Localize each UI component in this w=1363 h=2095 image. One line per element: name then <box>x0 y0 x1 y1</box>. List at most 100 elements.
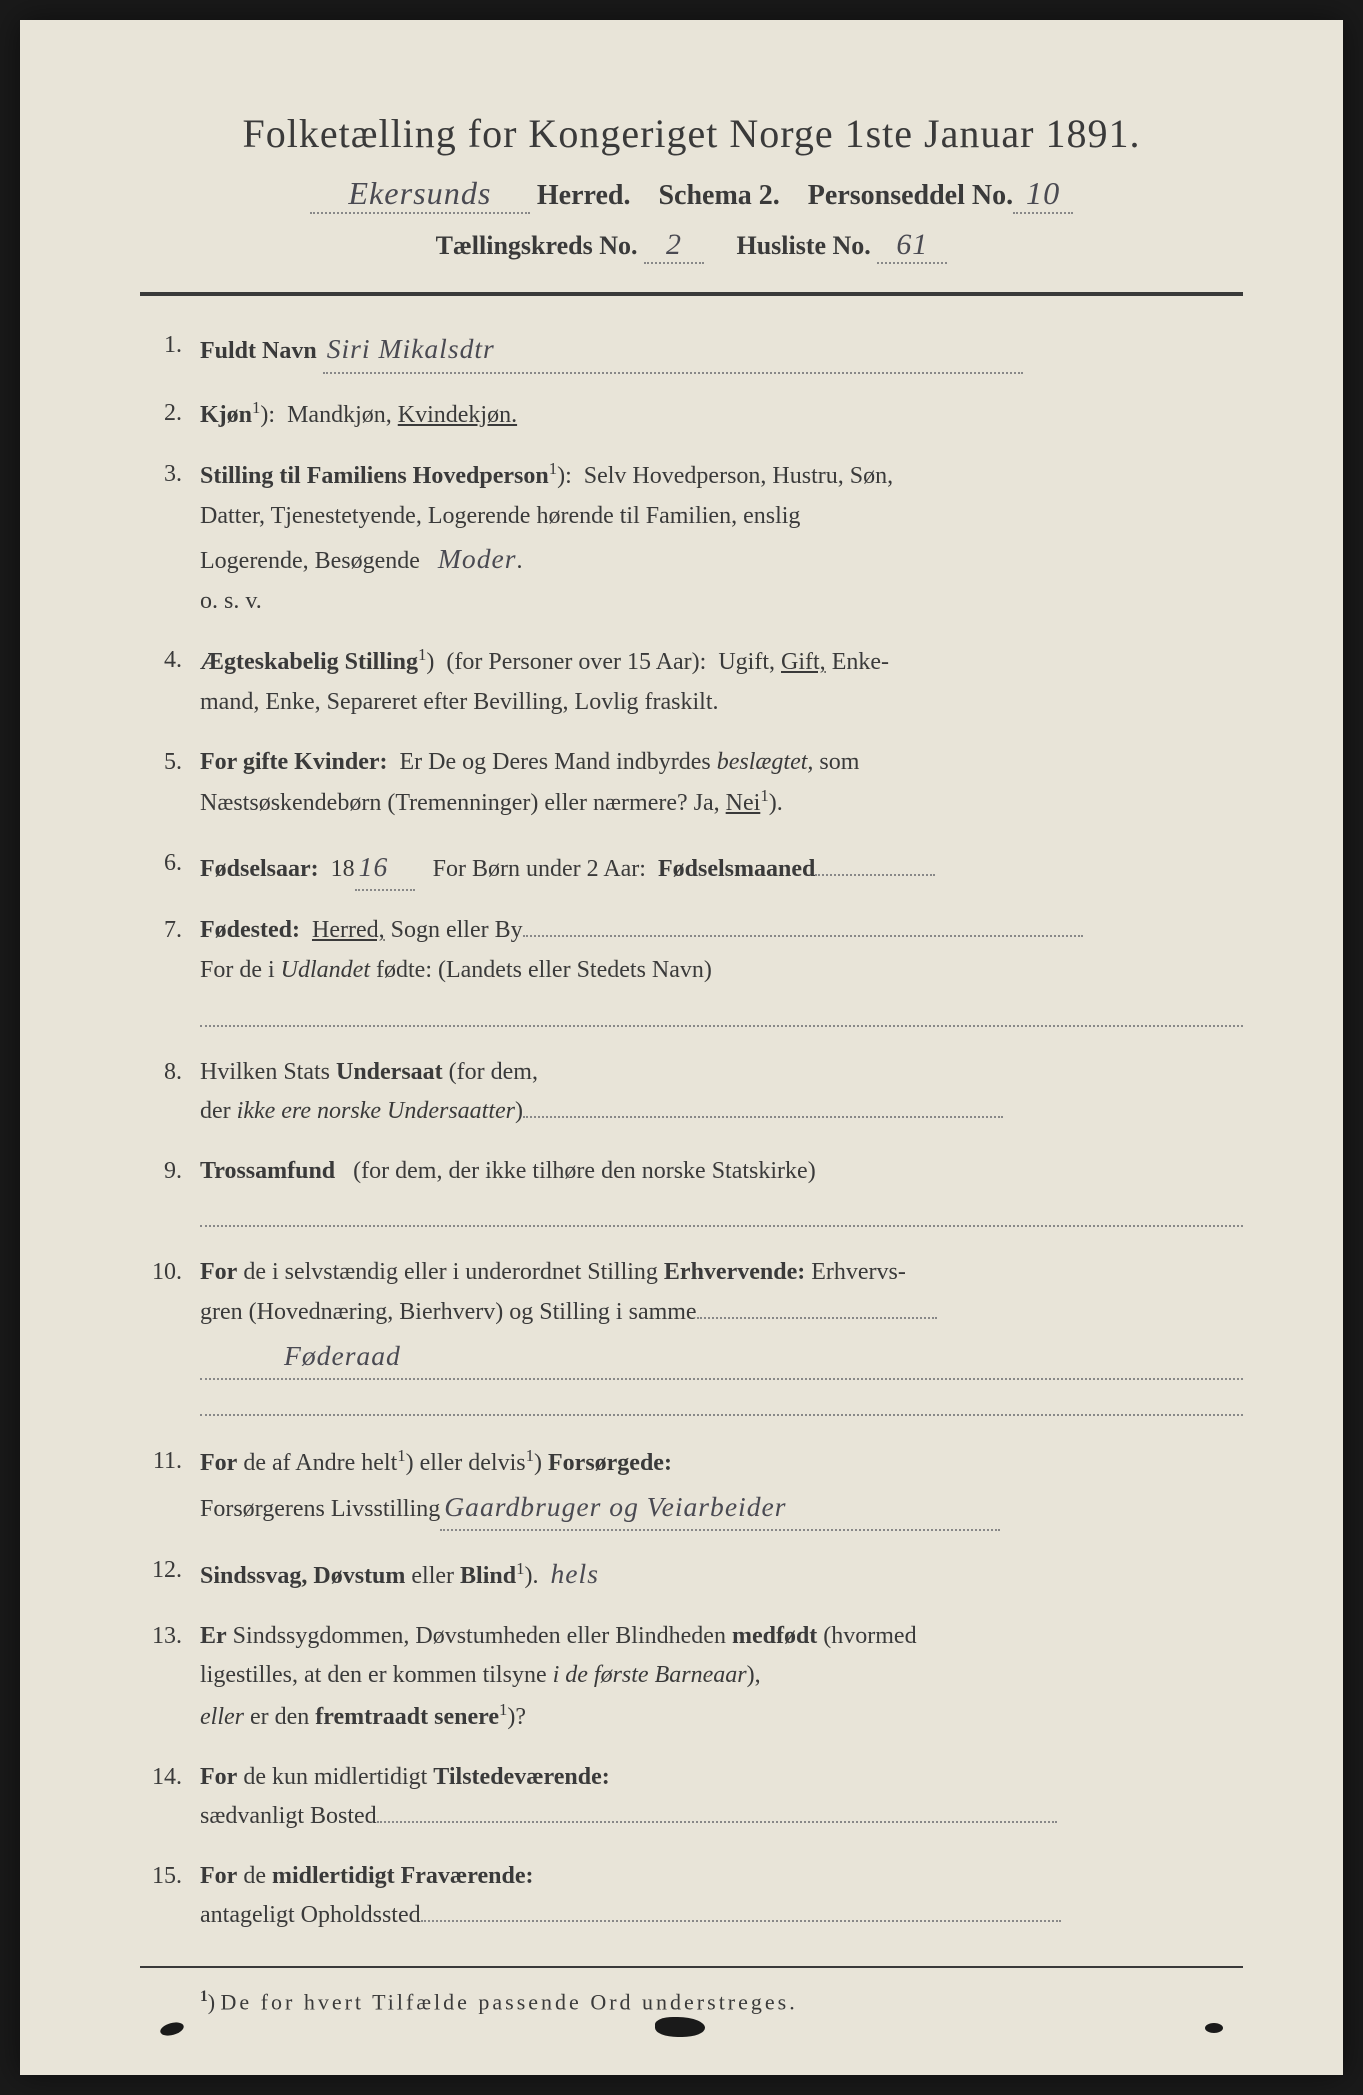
item-13-text3: ligestilles, at den er kommen tilsyne <box>200 1662 553 1688</box>
item-number: 8. <box>140 1053 200 1132</box>
item-4-text1: Ugift, <box>718 649 781 675</box>
item-3-label: Stilling til Familiens Hovedperson <box>200 463 549 489</box>
dotted-blank <box>421 1920 1061 1922</box>
item-14-bold1: Tilstedeværende: <box>433 1764 609 1790</box>
personseddel-label: Personseddel No. <box>808 180 1013 211</box>
herred-label: Herred. <box>537 180 631 211</box>
item-number: 13. <box>140 1617 200 1738</box>
item-number: 4. <box>140 641 200 722</box>
header-line-3: Tællingskreds No. 2 Husliste No. 61 <box>140 228 1243 264</box>
footnote-text: De for hvert Tilfælde passende Ord under… <box>221 1989 798 2014</box>
item-4-label: Ægteskabelig Stilling <box>200 649 418 675</box>
top-rule <box>140 292 1243 296</box>
item-8-italic1: ikke ere norske Undersaatter <box>237 1098 515 1124</box>
item-6-label2: For Børn under 2 Aar: <box>433 856 646 882</box>
item-12-label: Sindssvag, Døvstum <box>200 1563 405 1589</box>
item-number: 11. <box>140 1442 200 1531</box>
item-10-bold1: Erhvervende: <box>664 1259 805 1285</box>
item-number: 5. <box>140 743 200 824</box>
item-10-text3: gren (Hovednæring, Bierhverv) og Stillin… <box>200 1299 697 1325</box>
item-number: 1. <box>140 326 200 374</box>
dotted-blank <box>815 874 935 876</box>
paper-smudge <box>655 2017 705 2037</box>
page-title: Folketælling for Kongeriget Norge 1ste J… <box>140 110 1243 157</box>
item-15-text2: antageligt Opholdssted <box>200 1902 421 1928</box>
item-6-label3: Fødselsmaaned <box>658 856 815 882</box>
kreds-no: 2 <box>644 228 704 264</box>
item-14-text1: de kun midlertidigt <box>237 1764 433 1790</box>
dotted-blank <box>697 1317 937 1319</box>
item-5-italic1: beslægtet, <box>717 749 814 775</box>
item-14-label: For <box>200 1764 237 1790</box>
item-13-text5: er den <box>244 1704 315 1730</box>
item-15-bold1: midlertidigt Fraværende: <box>272 1863 534 1889</box>
item-11-text1: de af Andre helt <box>237 1450 397 1476</box>
item-9-label: Trossamfund <box>200 1158 335 1184</box>
personseddel-no: 10 <box>1013 175 1073 214</box>
item-number: 9. <box>140 1152 200 1234</box>
item-11-bold1: Forsørgede: <box>542 1450 672 1476</box>
item-4-text2: Enke- <box>826 649 889 675</box>
item-3-hand: Moder <box>438 543 517 574</box>
item-5-label: For gifte Kvinder: <box>200 749 388 775</box>
item-7-underlined: Herred, <box>312 917 385 943</box>
item-10: 10. For de i selvstændig eller i underor… <box>140 1253 1243 1422</box>
item-8-text3: der <box>200 1098 237 1124</box>
item-1: 1. Fuldt Navn Siri Mikalsdtr <box>140 326 1243 374</box>
item-7-italic1: Udlandet <box>281 957 370 983</box>
item-3-text2: Datter, Tjenestetyende, Logerende hørend… <box>200 503 800 529</box>
item-13: 13. Er Sindssygdommen, Døvstumheden elle… <box>140 1617 1243 1738</box>
item-8-text1: Hvilken Stats <box>200 1059 336 1085</box>
husliste-no: 61 <box>877 228 947 264</box>
item-10-label: For <box>200 1259 237 1285</box>
item-5-text3: Næstsøskendebørn (Tremenninger) eller næ… <box>200 790 726 816</box>
item-7: 7. Fødested: Herred, Sogn eller By For d… <box>140 911 1243 1032</box>
item-4-underlined: Gift, <box>781 649 826 675</box>
item-13-italic2: eller <box>200 1704 244 1730</box>
item-12: 12. Sindssvag, Døvstum eller Blind1). he… <box>140 1551 1243 1597</box>
item-15-text1: de <box>237 1863 272 1889</box>
item-2-text: Mandkjøn, <box>287 402 398 428</box>
item-14: 14. For de kun midlertidigt Tilstedevære… <box>140 1758 1243 1837</box>
item-number: 6. <box>140 844 200 892</box>
item-6-year-hand: 16 <box>355 844 415 892</box>
item-number: 7. <box>140 911 200 1032</box>
item-7-text3: fødte: (Landets eller Stedets Navn) <box>370 957 712 983</box>
dotted-blank <box>523 935 1083 937</box>
item-number: 3. <box>140 455 200 621</box>
item-13-text2: (hvormed <box>817 1623 916 1649</box>
item-2-label: Kjøn <box>200 402 252 428</box>
item-6-label1: Fødselsaar: <box>200 856 319 882</box>
dotted-blank-line <box>200 1380 1243 1416</box>
header-line-2: Ekersunds Herred. Schema 2. Personseddel… <box>140 175 1243 214</box>
bottom-rule <box>140 1966 1243 1968</box>
item-3-text1: Selv Hovedperson, Hustru, Søn, <box>584 463 893 489</box>
item-8-text2: (for dem, <box>443 1059 538 1085</box>
census-form-page: Folketælling for Kongeriget Norge 1ste J… <box>20 20 1343 2075</box>
item-13-text4: ), <box>747 1662 761 1688</box>
item-number: 12. <box>140 1551 200 1597</box>
item-11-text2: eller delvis <box>414 1450 526 1476</box>
paper-smudge <box>159 2020 185 2038</box>
dotted-blank-line <box>200 991 1243 1027</box>
item-3-text4: o. s. v. <box>200 588 262 614</box>
item-11-text3: Forsørgerens Livsstilling <box>200 1496 440 1522</box>
item-11-hand: Gaardbruger og Veiarbeider <box>440 1484 1000 1532</box>
item-number: 2. <box>140 394 200 436</box>
item-14-text2: sædvanligt Bosted <box>200 1803 377 1829</box>
item-number: 15. <box>140 1857 200 1936</box>
item-12-bold1: Blind <box>460 1563 516 1589</box>
item-15: 15. For de midlertidigt Fraværende: anta… <box>140 1857 1243 1936</box>
item-8-bold1: Undersaat <box>336 1059 443 1085</box>
item-6-year-prefix: 18 <box>331 856 355 882</box>
item-5: 5. For gifte Kvinder: Er De og Deres Man… <box>140 743 1243 824</box>
item-number: 14. <box>140 1758 200 1837</box>
kreds-label: Tællingskreds No. <box>436 231 638 260</box>
herred-handwritten: Ekersunds <box>310 175 530 214</box>
item-7-text2: For de i <box>200 957 281 983</box>
item-2: 2. Kjøn1): Mandkjøn, Kvindekjøn. <box>140 394 1243 436</box>
item-5-text2: som <box>813 749 859 775</box>
item-7-label: Fødested: <box>200 917 300 943</box>
item-1-label: Fuldt Navn <box>200 338 317 364</box>
dotted-blank-line <box>200 1191 1243 1227</box>
